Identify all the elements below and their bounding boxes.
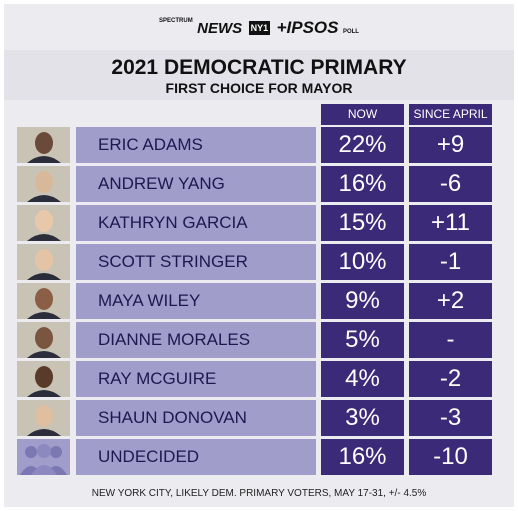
change-value: - xyxy=(409,322,492,358)
logo: SPECTRUM NEWS NY1 +IPSOS POLL xyxy=(0,18,518,38)
now-value: 5% xyxy=(321,322,404,358)
silhouettes xyxy=(20,444,67,475)
change-value: -10 xyxy=(409,439,492,475)
photo-art xyxy=(17,361,70,397)
footer: NEW YORK CITY, LIKELY DEM. PRIMARY VOTER… xyxy=(91,488,427,499)
candidate-name: SHAUN DONOVAN xyxy=(76,400,316,436)
logo-partner-sub: POLL xyxy=(342,29,359,35)
change-value: -3 xyxy=(409,400,492,436)
logo-partner: +IPSOS xyxy=(276,18,339,37)
change-value: -6 xyxy=(409,166,492,202)
table-row: KATHRYN GARCIA 15% +11 xyxy=(0,205,518,241)
change-value: +9 xyxy=(409,127,492,163)
photo-art xyxy=(17,127,70,163)
photo xyxy=(17,322,70,358)
now-value: 15% xyxy=(321,205,404,241)
now-value: 10% xyxy=(321,244,404,280)
now-value: 3% xyxy=(321,400,404,436)
table-row: DIANNE MORALES 5% - xyxy=(0,322,518,358)
column-header: NOW xyxy=(321,104,404,125)
now-value: 9% xyxy=(321,283,404,319)
change-value: -1 xyxy=(409,244,492,280)
title: 2021 DEMOCRATIC PRIMARY xyxy=(111,56,407,79)
change-value: +2 xyxy=(409,283,492,319)
title-box: 2021 DEMOCRATIC PRIMARY FIRST CHOICE FOR… xyxy=(4,50,514,100)
photo-art xyxy=(17,166,70,202)
candidate-name: DIANNE MORALES xyxy=(76,322,316,358)
change-value: -2 xyxy=(409,361,492,397)
photo-art xyxy=(17,244,70,280)
now-value: 16% xyxy=(321,439,404,475)
candidate-name: SCOTT STRINGER xyxy=(76,244,316,280)
candidate-name: ANDREW YANG xyxy=(76,166,316,202)
logo-brand: SPECTRUM xyxy=(159,18,193,24)
photo-art xyxy=(17,322,70,358)
photo xyxy=(17,205,70,241)
photo xyxy=(17,283,70,319)
photo xyxy=(17,400,70,436)
change-value: +11 xyxy=(409,205,492,241)
table-row: UNDECIDED 16% -10 xyxy=(0,439,518,475)
photo-art xyxy=(17,283,70,319)
table-row: SHAUN DONOVAN 3% -3 xyxy=(0,400,518,436)
now-value: 4% xyxy=(321,361,404,397)
photo xyxy=(17,361,70,397)
column-header: SINCE APRIL xyxy=(409,104,492,125)
candidate-name: KATHRYN GARCIA xyxy=(76,205,316,241)
photo xyxy=(17,244,70,280)
table-row: ANDREW YANG 16% -6 xyxy=(0,166,518,202)
candidate-name: UNDECIDED xyxy=(76,439,316,475)
table-row: RAY MCGUIRE 4% -2 xyxy=(0,361,518,397)
now-value: 16% xyxy=(321,166,404,202)
photo-art xyxy=(17,400,70,436)
candidate-name: ERIC ADAMS xyxy=(76,127,316,163)
photo xyxy=(17,439,70,475)
table-row: ERIC ADAMS 22% +9 xyxy=(0,127,518,163)
table-row: SCOTT STRINGER 10% -1 xyxy=(0,244,518,280)
logo-network: NEWS xyxy=(197,20,243,37)
photo-art xyxy=(17,205,70,241)
candidate-name: MAYA WILEY xyxy=(76,283,316,319)
table-row: MAYA WILEY 9% +2 xyxy=(0,283,518,319)
subtitle: FIRST CHOICE FOR MAYOR xyxy=(165,80,353,96)
photo xyxy=(17,127,70,163)
photo xyxy=(17,166,70,202)
candidate-name: RAY MCGUIRE xyxy=(76,361,316,397)
logo-station: NY1 xyxy=(248,21,271,35)
now-value: 22% xyxy=(321,127,404,163)
